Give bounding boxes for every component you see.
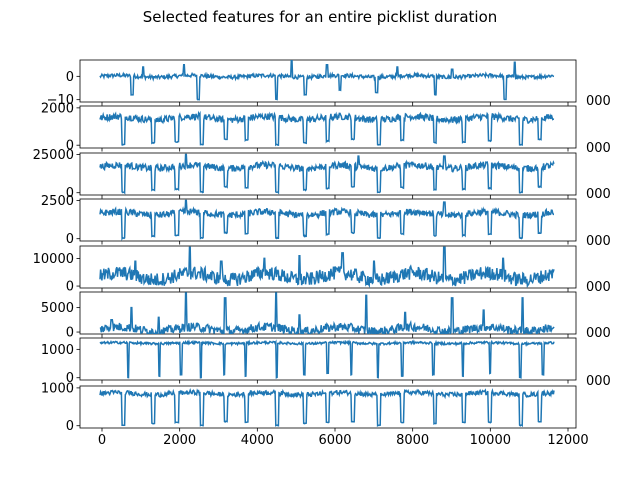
- x-tick-label: 4000: [241, 433, 274, 448]
- overlapped-x-tick-label: 000: [586, 234, 611, 249]
- y-tick-label: 0: [66, 70, 74, 85]
- series-line: [99, 292, 555, 334]
- y-tick-label: 0: [66, 232, 74, 247]
- subplot-7: 0 1000 000: [41, 326, 611, 386]
- subplot-2: 0 2000 000: [41, 94, 611, 154]
- y-tick-label: 0: [66, 139, 74, 154]
- series-line: [99, 60, 555, 101]
- y-tick-label: 10000: [33, 252, 74, 267]
- x-tick-label: 6000: [318, 433, 351, 448]
- y-tick-label: 25000: [33, 148, 74, 163]
- subplot-1: 0 −10: [47, 59, 577, 108]
- y-tick-label: 1000: [41, 381, 74, 396]
- series-line: [99, 199, 555, 241]
- x-tick-label: 8000: [396, 433, 429, 448]
- y-tick-label: 0: [66, 326, 74, 341]
- chart-title: Selected features for an entire picklist…: [143, 8, 498, 26]
- overlapped-x-tick-label: 000: [586, 374, 611, 389]
- y-tick-label: −10: [47, 93, 74, 108]
- overlapped-x-tick-label: 000: [586, 187, 611, 202]
- y-tick-label: 1000: [41, 343, 74, 358]
- overlapped-x-tick-label: 000: [586, 94, 611, 109]
- series-line: [99, 388, 555, 428]
- x-tick-label: 10000: [470, 433, 511, 448]
- subplot-6: 0 5000 000: [41, 280, 611, 341]
- y-tick-label: 5000: [41, 301, 74, 316]
- x-tick-label: 12000: [547, 433, 588, 448]
- series-line: [99, 339, 555, 379]
- overlapped-x-tick-label: 000: [586, 326, 611, 341]
- shared-x-axis: 0 2000 4000 6000 8000 10000 12000: [98, 433, 589, 448]
- subplot-5: 0 10000 000: [33, 234, 611, 295]
- y-tick-label: 0: [66, 371, 74, 386]
- y-tick-label: 0: [66, 280, 74, 295]
- overlapped-x-tick-label: 000: [586, 280, 611, 295]
- y-tick-label: 0: [66, 419, 74, 434]
- y-tick-label: 0: [66, 186, 74, 201]
- series-line: [99, 246, 555, 288]
- series-line: [99, 153, 555, 195]
- y-tick-label: 2500: [41, 194, 74, 209]
- series-line: [99, 110, 555, 147]
- x-tick-label: 0: [98, 433, 106, 448]
- overlapped-x-tick-label: 000: [586, 141, 611, 156]
- x-tick-label: 2000: [163, 433, 196, 448]
- y-tick-label: 2000: [41, 101, 74, 116]
